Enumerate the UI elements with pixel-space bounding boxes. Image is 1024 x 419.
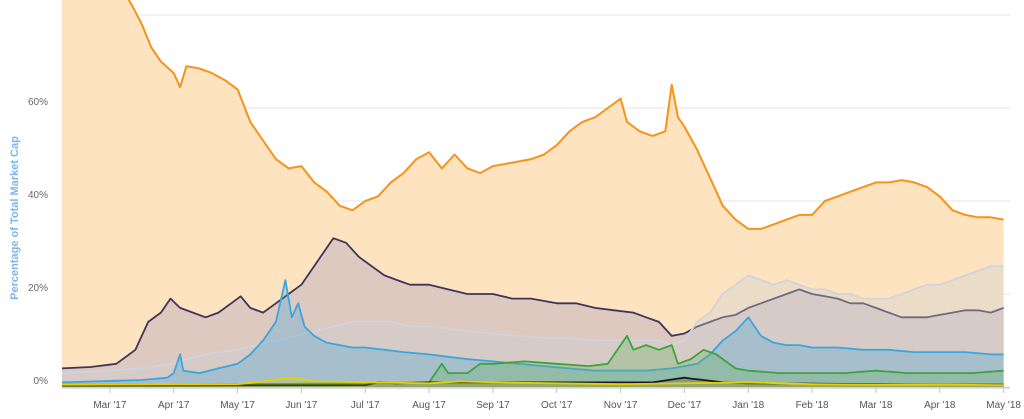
x-tick-label: Apr '17 xyxy=(158,400,190,411)
series-layer xyxy=(61,0,1004,387)
series-line-4 xyxy=(61,335,1004,386)
series-area-5 xyxy=(62,377,1004,387)
x-tick-label: Mar '18 xyxy=(859,400,892,411)
x-tick-label: Feb '18 xyxy=(796,400,829,411)
x-tick-label: Jan '18 xyxy=(732,400,764,411)
x-tick-label: Mar '17 xyxy=(93,400,126,411)
series-area-1 xyxy=(62,238,1004,387)
series-line-1 xyxy=(61,237,1004,370)
y-tick-label: 40% xyxy=(28,190,48,201)
y-tick-label: 60% xyxy=(28,97,48,108)
series-line-2 xyxy=(61,265,1004,374)
axis-layer: 0% 20% 40% 60% Mar '17 Apr '17 May '17 Jun '17 J… xyxy=(28,97,1021,411)
series-area-4 xyxy=(62,335,1004,387)
series-area-0 xyxy=(62,0,1004,387)
x-tick-label: Aug '17 xyxy=(412,400,446,411)
x-tick-label: May '18 xyxy=(986,400,1021,411)
series-line-0 xyxy=(127,0,1004,230)
y-tick-label: 20% xyxy=(28,283,48,294)
x-tick-label: Jun '17 xyxy=(285,400,317,411)
series-line-3 xyxy=(61,279,1004,384)
x-tick-label: Nov '17 xyxy=(604,400,638,411)
x-tick-label: Jul '17 xyxy=(351,400,380,411)
y-tick-label: 0% xyxy=(34,376,49,387)
series-line-6 xyxy=(61,376,1004,386)
x-tick-label: Apr '18 xyxy=(924,400,956,411)
x-tick-label: Dec '17 xyxy=(668,400,702,411)
x-tick-label: Sep '17 xyxy=(476,400,510,411)
series-area-6 xyxy=(62,377,1004,387)
y-axis-title: Percentage of Total Market Cap xyxy=(9,136,21,300)
series-area-2 xyxy=(62,266,1004,387)
x-tick-label: May '17 xyxy=(220,400,255,411)
x-tick-label: Oct '17 xyxy=(541,400,573,411)
